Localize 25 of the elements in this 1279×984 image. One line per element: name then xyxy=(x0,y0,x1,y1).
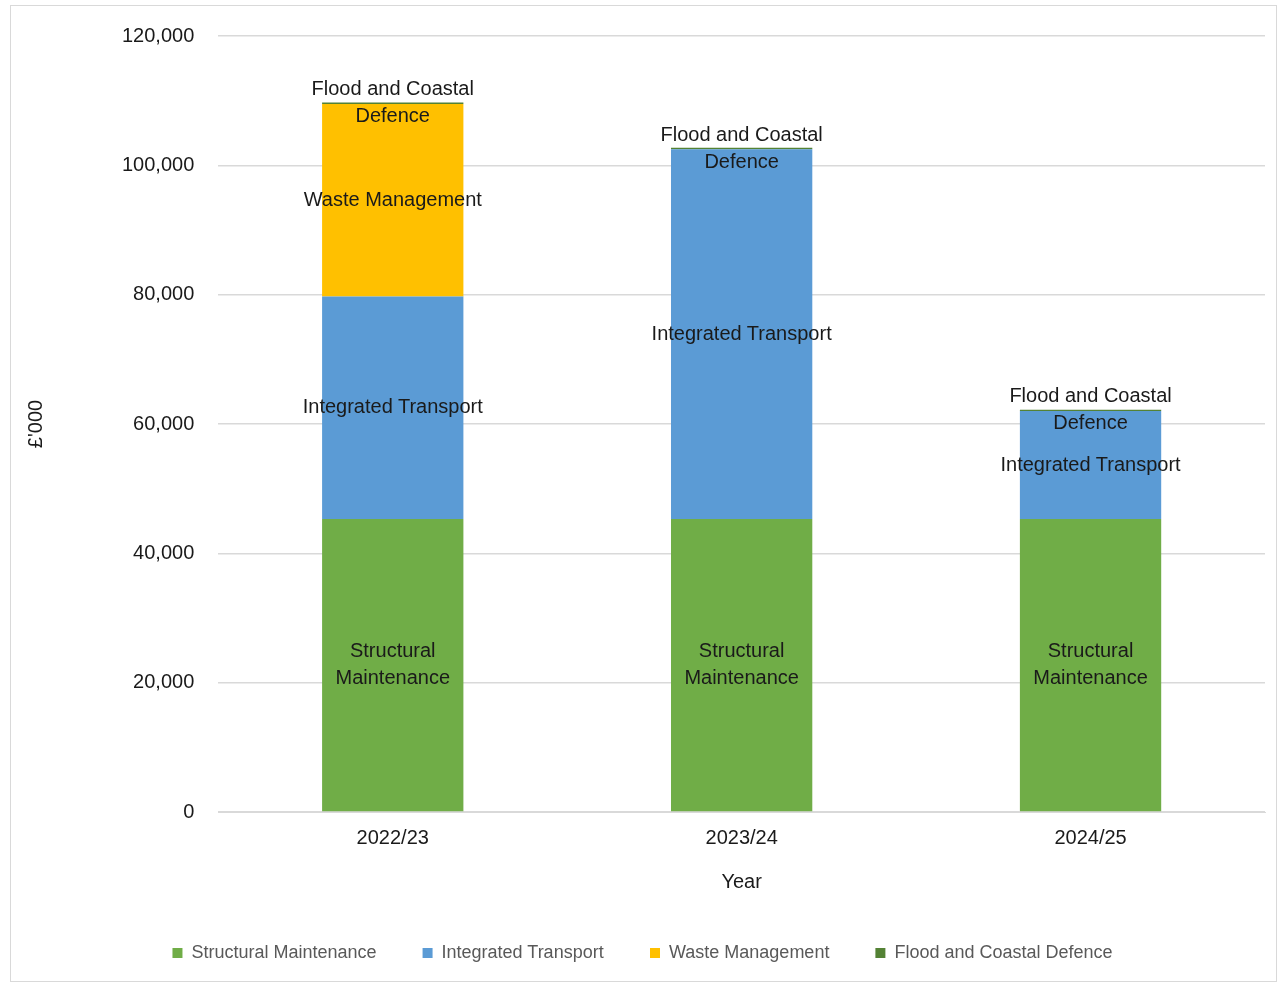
y-tick-label: 120,000 xyxy=(122,23,195,46)
legend-label: Waste Management xyxy=(668,941,830,962)
bar xyxy=(1019,519,1162,812)
data-label: Structural Maintenance xyxy=(335,639,451,689)
y-tick-label: 40,000 xyxy=(133,540,195,563)
data-label: Flood and Coastal Defence xyxy=(1009,384,1172,434)
y-tick-label: 80,000 xyxy=(133,282,195,305)
legend-label: Structural Maintenance xyxy=(191,941,377,962)
data-label: Structural Maintenance xyxy=(684,639,799,689)
y-tick-label: 20,000 xyxy=(133,670,195,693)
y-tick-label: 0 xyxy=(183,799,195,822)
y-axis-title: £'000 xyxy=(23,399,46,449)
y-tick-label: 100,000 xyxy=(122,152,195,175)
x-axis-title: Year xyxy=(721,869,763,892)
legend-label: Integrated Transport xyxy=(441,941,604,962)
y-tick-label: 60,000 xyxy=(133,411,195,434)
legend-label: Flood and Coastal Defence xyxy=(894,941,1113,962)
data-label: Flood and Coastal Defence xyxy=(660,122,823,172)
bar xyxy=(322,519,464,812)
data-label: Flood and Coastal Defence xyxy=(311,77,474,127)
bar xyxy=(671,519,813,812)
data-label: Structural Maintenance xyxy=(1033,639,1148,689)
x-tick-label: 2022/23 xyxy=(356,825,429,848)
x-tick-label: 2023/24 xyxy=(705,825,778,848)
x-tick-label: 2024/25 xyxy=(1054,825,1127,848)
